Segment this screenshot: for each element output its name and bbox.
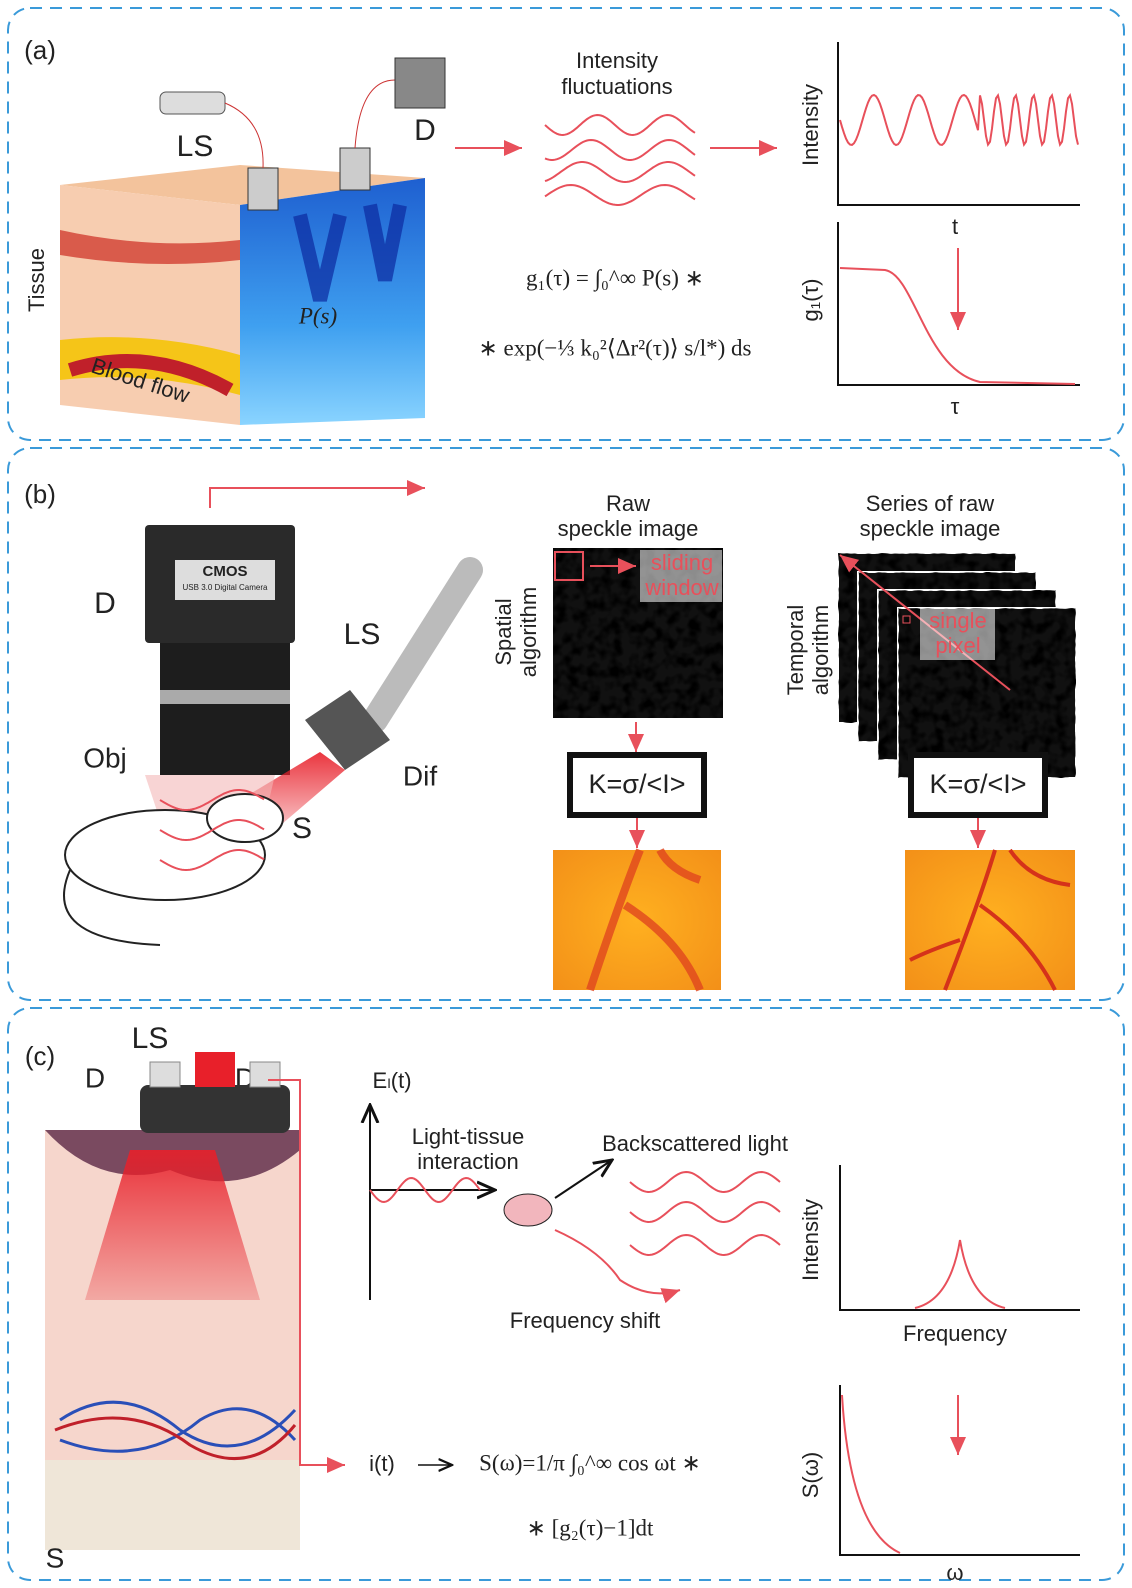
source-label: LS <box>177 130 214 163</box>
panel-c: (c) LS D D S Eₗ(t) Light-tissue interact… <box>25 1022 1080 1585</box>
signal-label: i(t) <box>369 1451 395 1476</box>
y-axis-label: Intensity <box>798 84 823 166</box>
x-axis-label: τ <box>951 394 960 419</box>
perfusion-map <box>553 850 721 990</box>
figure: (a) Tissue Blood flow P(s) LS D Intensit… <box>0 0 1132 1588</box>
interaction-label: interaction <box>417 1149 519 1174</box>
panel-label: (c) <box>25 1041 55 1071</box>
mouse-head <box>207 794 283 842</box>
panel-label: (b) <box>24 479 56 509</box>
formula: K=σ/<I> <box>589 769 686 799</box>
objective-lens <box>160 643 290 775</box>
tissue-label: Tissue <box>24 248 49 312</box>
objective-label: Obj <box>83 742 127 773</box>
algorithm-label: Spatial <box>491 598 516 665</box>
formula: K=σ/<I> <box>930 769 1027 799</box>
panel-label: (a) <box>24 35 56 65</box>
backscatter-wave <box>630 1172 780 1192</box>
shift-label: Frequency shift <box>510 1308 660 1333</box>
page: {"panels": { "a": {"label": "(a)", "sour… <box>0 0 1132 1588</box>
arrow <box>210 488 425 508</box>
image-title: Series of raw <box>866 491 994 516</box>
probe <box>340 148 370 190</box>
image-title: speckle image <box>860 516 1001 541</box>
y-axis-label: S(ω) <box>798 1452 823 1499</box>
window-label: sliding <box>651 550 713 575</box>
sample-label: S <box>292 812 312 845</box>
power-curve <box>842 1395 900 1553</box>
axes <box>838 42 1080 205</box>
equation: g₁(τ) = ∫₀^∞ P(s) ∗ <box>526 265 704 292</box>
algorithm-label: algorithm <box>808 605 833 695</box>
backscatter-wave <box>630 1202 780 1222</box>
fluctuation-wave <box>545 162 695 182</box>
fat-layer <box>45 1460 300 1550</box>
lens-ring <box>160 690 290 704</box>
diffuser-label: Dif <box>403 760 437 791</box>
window-label: single <box>929 608 986 633</box>
camera-model: USB 3.0 Digital Camera <box>183 583 268 592</box>
source-device <box>160 92 225 114</box>
x-axis-label: ω <box>946 1560 963 1585</box>
probe-detector <box>250 1062 280 1087</box>
detector-label: D <box>94 587 116 620</box>
probe-head <box>140 1085 290 1133</box>
equation: S(ω)=1/π ∫₀^∞ cos ωt ∗ <box>479 1450 701 1477</box>
window-label: window <box>644 575 718 600</box>
panel-b: (b) CMOS USB 3.0 Digital Camera D Obj LS… <box>24 479 1076 990</box>
fluctuations-title: fluctuations <box>561 74 672 99</box>
source-label: LS <box>132 1022 169 1055</box>
interaction-label: Light-tissue <box>412 1124 525 1149</box>
image-title: Raw <box>606 491 650 516</box>
x-axis-label: Frequency <box>903 1321 1007 1346</box>
laser <box>375 570 470 720</box>
axes <box>840 1165 1080 1310</box>
source-label: LS <box>344 618 381 651</box>
fluctuation-wave <box>545 185 695 205</box>
backscatter-wave <box>630 1235 780 1255</box>
axes <box>840 1385 1080 1555</box>
algorithm-label: algorithm <box>516 587 541 677</box>
fluctuations-title: Intensity <box>576 48 658 73</box>
equation: ∗ [g₂(τ)−1]dt <box>527 1515 654 1540</box>
window-label: pixel <box>935 633 980 658</box>
arrow <box>555 1160 612 1198</box>
equation: ∗ exp(−⅓ k₀²⟨Δr²(τ)⟩ s/l*) ds <box>479 335 752 360</box>
backscatter-label: Backscattered light <box>602 1131 788 1156</box>
probe-detector <box>150 1062 180 1087</box>
y-axis-label: g₁(τ) <box>798 278 823 321</box>
detector-label: D <box>414 114 436 147</box>
spectrum-curve <box>915 1240 1005 1308</box>
detector-box <box>395 58 445 108</box>
particle <box>504 1194 552 1226</box>
probe-source <box>195 1052 235 1087</box>
intensity-trace <box>840 95 1078 145</box>
fluctuation-wave <box>545 140 695 160</box>
fluctuation-wave <box>545 115 695 135</box>
detector-label: D <box>85 1062 105 1093</box>
probe <box>248 168 278 210</box>
image-stack <box>838 553 1076 778</box>
y-axis-label: Intensity <box>798 1199 823 1281</box>
image-title: speckle image <box>558 516 699 541</box>
sample-label: S <box>46 1542 65 1573</box>
shift-arrow <box>555 1230 680 1293</box>
algorithm-label: Temporal <box>783 605 808 695</box>
x-axis-label: t <box>952 214 958 239</box>
camera-brand: CMOS <box>203 563 248 580</box>
panel-a: (a) Tissue Blood flow P(s) LS D Intensit… <box>24 35 1080 425</box>
distribution-label: P(s) <box>298 303 337 328</box>
field-label: Eₗ(t) <box>372 1068 411 1093</box>
